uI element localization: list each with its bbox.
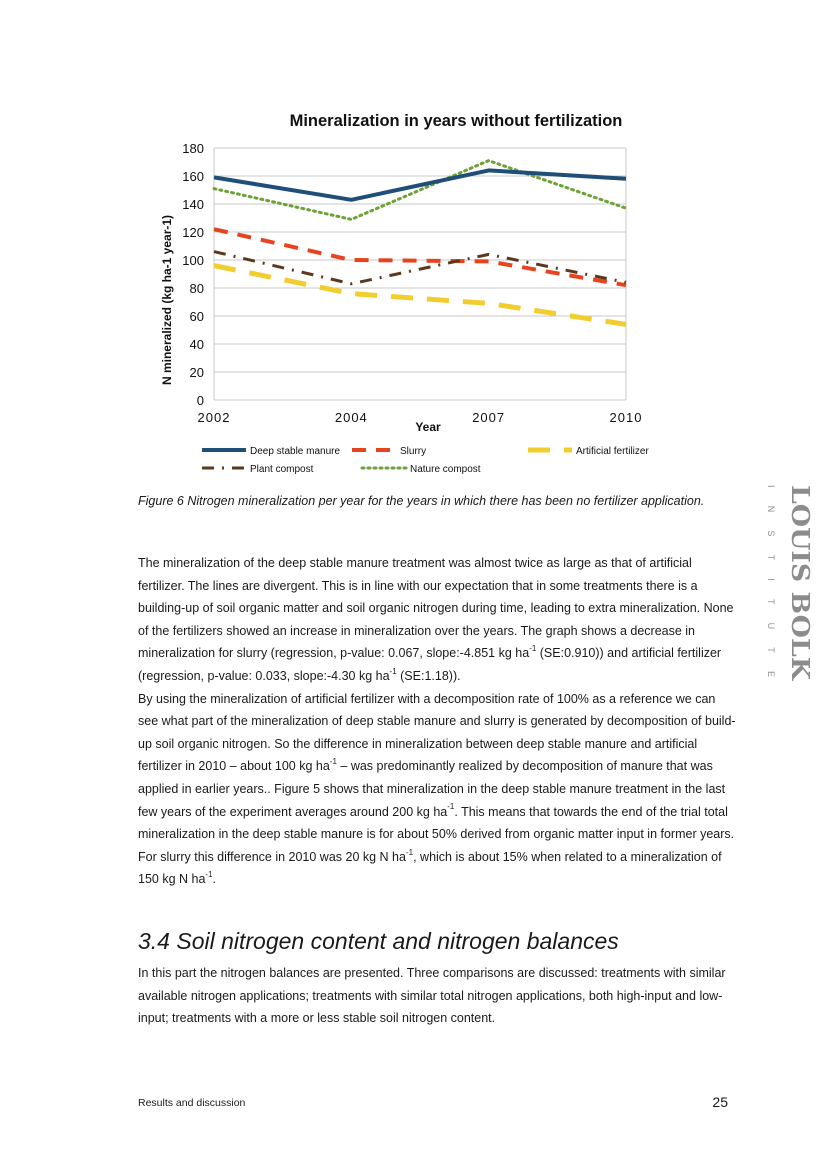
series-line-nature-compost bbox=[212, 159, 628, 221]
paragraph-1: The mineralization of the deep stable ma… bbox=[138, 556, 734, 683]
logo-subtitle: INSTITUTE bbox=[766, 485, 776, 677]
y-tick-label: 100 bbox=[182, 253, 204, 268]
y-tick-label: 0 bbox=[197, 393, 204, 408]
y-tick-label: 140 bbox=[182, 197, 204, 212]
x-axis-ticks: 2002 2004 2007 2010 bbox=[198, 410, 643, 425]
body-text: The mineralization of the deep stable ma… bbox=[138, 552, 738, 891]
y-tick-label: 80 bbox=[190, 281, 204, 296]
section-intro: In this part the nitrogen balances are p… bbox=[138, 966, 726, 1026]
series-line-deep-stable-manure bbox=[213, 168, 627, 202]
x-axis-label: Year bbox=[415, 420, 441, 434]
legend-label: Slurry bbox=[400, 446, 426, 457]
y-tick-label: 160 bbox=[182, 169, 204, 184]
logo-name: LOUIS BOLK bbox=[786, 485, 815, 681]
chart-title: Mineralization in years without fertiliz… bbox=[290, 112, 623, 130]
y-tick-label: 40 bbox=[190, 337, 204, 352]
y-tick-label: 180 bbox=[182, 141, 204, 156]
chart-legend: Deep stable manure Slurry Artificial ferti… bbox=[202, 446, 649, 475]
series-line-plant-compost bbox=[213, 250, 627, 286]
x-tick-label: 2007 bbox=[472, 410, 505, 425]
legend-label: Nature compost bbox=[410, 464, 481, 475]
y-tick-label: 60 bbox=[190, 309, 204, 324]
legend-label: Plant compost bbox=[250, 464, 314, 475]
paragraph-2: By using the mineralization of artificia… bbox=[138, 691, 736, 887]
mineralization-chart: Mineralization in years without fertiliz… bbox=[160, 112, 649, 475]
louis-bolk-logo: LOUIS BOLK INSTITUTE bbox=[766, 485, 815, 681]
x-tick-label: 2002 bbox=[198, 410, 231, 425]
y-tick-label: 120 bbox=[182, 225, 204, 240]
chart-series-lines bbox=[212, 159, 628, 327]
footer-section: Results and discussion bbox=[138, 1097, 246, 1109]
legend-label: Deep stable manure bbox=[250, 446, 340, 457]
section-heading: 3.4 Soil nitrogen content and nitrogen b… bbox=[138, 928, 619, 954]
figure-caption: Figure 6 Nitrogen mineralization per yea… bbox=[138, 494, 705, 508]
y-axis-label: N mineralized (kg ha-1 year-1) bbox=[160, 215, 174, 385]
page-number: 25 bbox=[712, 1094, 728, 1110]
x-tick-label: 2010 bbox=[610, 410, 643, 425]
y-tick-label: 20 bbox=[190, 365, 204, 380]
x-tick-label: 2004 bbox=[335, 410, 368, 425]
series-line-slurry bbox=[213, 227, 627, 288]
y-axis-ticks: 0 20 40 60 80 100 120 140 160 180 bbox=[182, 141, 204, 408]
legend-label: Artificial fertilizer bbox=[576, 446, 649, 457]
